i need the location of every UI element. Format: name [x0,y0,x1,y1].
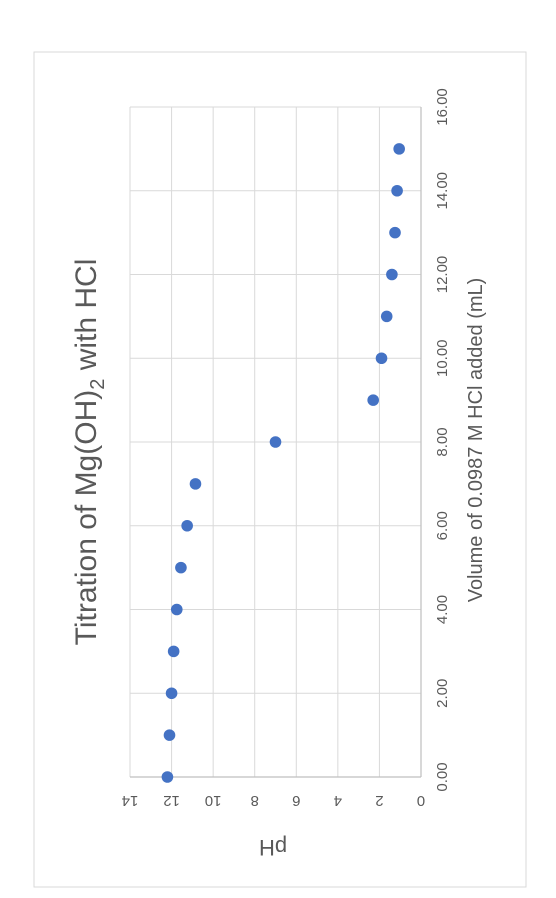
data-point-1 [163,729,176,741]
chart-area-border [33,51,527,888]
x-tick-label-2: 4.00 [434,595,451,624]
y-tick-label-3: 6 [292,792,300,809]
data-point-10 [375,352,388,365]
chart-title-main: Titration of Mg(OH) [70,390,103,646]
x-tick-label-4: 8.00 [434,427,451,456]
chart-title-subscript: 2 [87,379,109,390]
data-point-14 [391,184,403,197]
gridlines [129,106,421,777]
y-tick-label-0: 0 [417,792,425,809]
x-tick-label-3: 6.00 [434,511,451,540]
y-tick-label-2: 4 [334,792,342,809]
data-point-0 [161,771,174,783]
data-point-15 [393,143,405,155]
data-point-11 [380,310,393,323]
chart-title: Titration of Mg(OH)2 with HCl [70,259,109,646]
data-point-2 [165,687,178,700]
data-point-7 [189,478,202,490]
data-point-5 [175,561,187,574]
data-point-12 [386,268,398,281]
y-tick-label-5: 10 [205,792,222,809]
y-tick-label-4: 8 [251,792,259,809]
y-tick-label-6: 12 [163,792,180,809]
y-axis-title: pH [259,835,287,860]
y-tick-label-7: 14 [122,792,139,809]
y-tick-label-1: 2 [375,792,383,809]
data-point-8 [269,436,282,448]
data-point-9 [367,394,379,406]
chart-title-tail: with HCl [70,259,103,379]
x-tick-label-7: 14.00 [434,172,451,210]
x-tick-label-6: 12.00 [434,256,451,294]
x-tick-labels: 0.00 2.00 4.00 6.00 8.00 10.00 12.00 14.00 16.00 [434,88,451,791]
data-point-4 [170,603,183,616]
data-points [161,143,405,783]
x-tick-label-8: 16.00 [434,88,451,126]
data-point-3 [167,645,180,658]
data-point-6 [181,519,193,532]
x-tick-label-1: 2.00 [434,679,451,708]
x-tick-label-0: 0.00 [434,762,451,791]
data-point-13 [389,226,401,239]
y-tick-labels: 0 2 4 6 8 10 12 14 [122,792,426,809]
x-tick-label-5: 10.00 [434,339,451,377]
x-axis-title: Volume of 0.0987 M HCl added (mL) [465,278,487,603]
